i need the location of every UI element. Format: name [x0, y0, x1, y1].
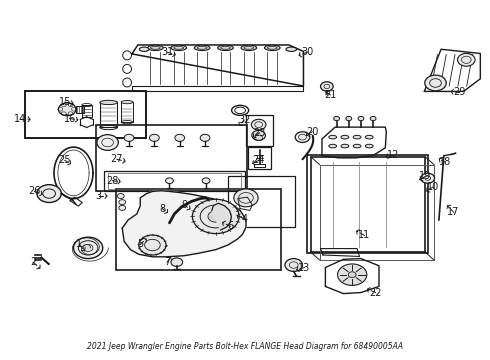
- Text: 32: 32: [238, 115, 250, 125]
- Circle shape: [175, 134, 185, 141]
- Ellipse shape: [139, 47, 149, 51]
- Circle shape: [346, 116, 352, 121]
- Bar: [248, 147, 271, 169]
- Circle shape: [119, 205, 125, 210]
- Polygon shape: [122, 191, 246, 257]
- Text: 16: 16: [64, 113, 76, 123]
- Circle shape: [171, 258, 183, 266]
- Circle shape: [202, 178, 210, 184]
- Text: 25: 25: [58, 156, 71, 165]
- Circle shape: [234, 189, 258, 207]
- Circle shape: [58, 103, 76, 116]
- Circle shape: [320, 82, 333, 91]
- Circle shape: [166, 178, 173, 184]
- Text: 31: 31: [161, 47, 173, 57]
- Text: 2021 Jeep Wrangler Engine Parts Bolt-Hex FLANGE Head Diagram for 68490005AA: 2021 Jeep Wrangler Engine Parts Bolt-Hex…: [87, 342, 403, 351]
- Ellipse shape: [171, 45, 187, 50]
- Bar: [108, 173, 241, 189]
- Circle shape: [193, 199, 239, 234]
- Circle shape: [358, 116, 364, 121]
- Text: 29: 29: [453, 87, 465, 98]
- Bar: [104, 171, 245, 191]
- Circle shape: [425, 75, 446, 91]
- Text: 26: 26: [28, 186, 41, 197]
- Circle shape: [124, 134, 134, 141]
- Ellipse shape: [218, 45, 233, 50]
- Text: 9: 9: [181, 200, 187, 210]
- Text: 2: 2: [30, 257, 36, 267]
- Circle shape: [139, 235, 166, 255]
- Text: 23: 23: [253, 128, 266, 138]
- Bar: [307, 155, 428, 253]
- Text: 8: 8: [159, 203, 165, 213]
- Circle shape: [458, 53, 475, 66]
- Text: 21: 21: [324, 90, 337, 100]
- Ellipse shape: [353, 135, 361, 139]
- Text: 24: 24: [252, 156, 265, 165]
- Ellipse shape: [147, 45, 163, 50]
- Ellipse shape: [121, 100, 133, 104]
- Text: 27: 27: [111, 154, 123, 164]
- Circle shape: [295, 132, 310, 143]
- Ellipse shape: [195, 45, 210, 50]
- Ellipse shape: [100, 100, 117, 105]
- Text: 1: 1: [76, 239, 82, 249]
- Text: 7: 7: [164, 257, 170, 267]
- Text: 4: 4: [242, 214, 248, 224]
- Ellipse shape: [341, 135, 349, 139]
- Text: 14: 14: [14, 114, 26, 124]
- Circle shape: [117, 194, 124, 199]
- Circle shape: [119, 200, 125, 204]
- Circle shape: [74, 237, 103, 258]
- Ellipse shape: [353, 144, 361, 148]
- Ellipse shape: [286, 47, 296, 51]
- Bar: [228, 176, 295, 227]
- Circle shape: [208, 211, 223, 222]
- Bar: [97, 125, 247, 192]
- Text: 12: 12: [388, 150, 400, 160]
- Bar: [246, 114, 273, 146]
- Circle shape: [421, 173, 435, 183]
- Text: 28: 28: [106, 176, 119, 186]
- Ellipse shape: [341, 144, 349, 148]
- Text: 20: 20: [306, 127, 318, 137]
- Circle shape: [252, 130, 266, 140]
- Text: 17: 17: [447, 207, 460, 217]
- Text: 30: 30: [301, 47, 314, 57]
- Circle shape: [370, 116, 376, 121]
- Ellipse shape: [329, 144, 337, 148]
- Circle shape: [83, 244, 93, 251]
- Bar: [25, 91, 146, 138]
- Polygon shape: [212, 203, 231, 230]
- Circle shape: [348, 272, 356, 278]
- Circle shape: [251, 119, 266, 130]
- Circle shape: [149, 134, 159, 141]
- Text: 6: 6: [227, 221, 233, 231]
- Circle shape: [285, 258, 302, 271]
- Circle shape: [37, 185, 61, 203]
- Text: 13: 13: [298, 262, 311, 273]
- Text: 18: 18: [439, 157, 451, 167]
- Ellipse shape: [241, 45, 257, 50]
- Text: 3: 3: [96, 191, 102, 201]
- Text: 19: 19: [419, 171, 431, 181]
- Text: 15: 15: [58, 97, 71, 107]
- Text: 22: 22: [369, 288, 382, 297]
- Ellipse shape: [265, 45, 280, 50]
- Text: 11: 11: [358, 230, 370, 240]
- Ellipse shape: [366, 144, 373, 148]
- Text: 10: 10: [426, 182, 439, 192]
- Circle shape: [200, 134, 210, 141]
- Circle shape: [334, 116, 340, 121]
- Ellipse shape: [329, 135, 337, 139]
- Ellipse shape: [366, 135, 373, 139]
- Circle shape: [338, 264, 367, 285]
- Text: 5: 5: [137, 239, 144, 249]
- Circle shape: [97, 135, 118, 150]
- Bar: [116, 189, 281, 270]
